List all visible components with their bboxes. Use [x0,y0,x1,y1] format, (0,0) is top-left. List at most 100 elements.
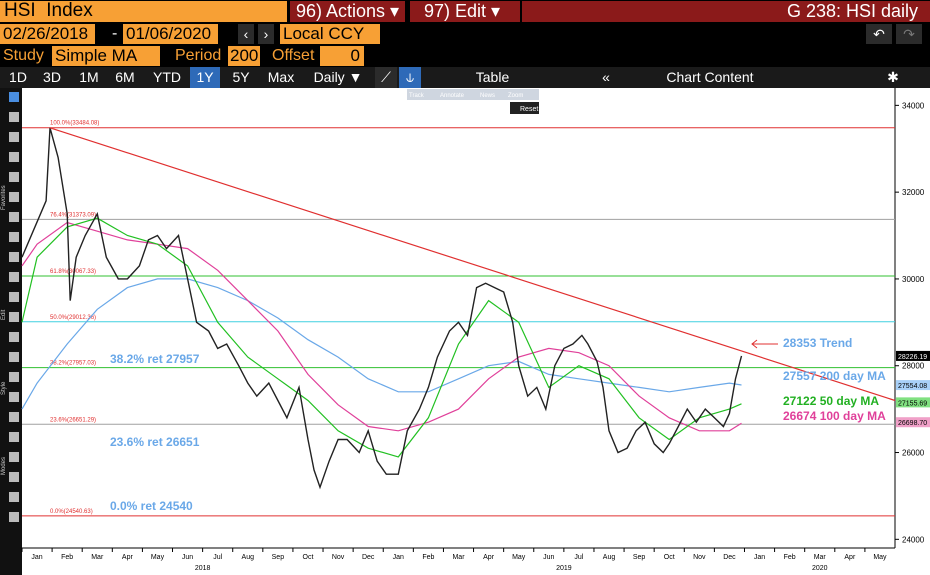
year-label: 2020 [812,565,828,572]
chart: Reset Track Annotate News Zoom Favorites Edit… [0,88,930,575]
side-tool-label: Modes [1,457,7,475]
tool-icon [9,432,19,442]
x-tick-label: Mar [452,554,465,561]
period-input[interactable]: 200 [228,46,260,66]
tool-icon [9,112,19,122]
y-tick-label: 26000 [902,449,925,458]
price-tag [896,380,930,391]
side-tool-label: Style [1,381,7,395]
y-tick-label: 30000 [902,275,925,284]
tool-icon [9,312,19,322]
x-tick-label: Aug [242,554,255,561]
x-tick-label: Mar [814,554,827,561]
range-button[interactable]: 1M [74,67,104,88]
prev-button[interactable]: ‹ [238,24,254,44]
series-line [21,127,743,490]
range-button[interactable]: 3D [37,67,67,88]
plot-area [22,88,895,548]
x-tick-label: Oct [664,554,675,561]
x-tick-label: Jun [182,554,193,561]
range-button[interactable]: 6M [110,67,140,88]
x-tick-label: May [151,554,165,561]
fib-label: 38.2%(27957.03) [50,361,96,367]
settings[interactable]: ✱ [880,67,906,88]
tool-icon [9,372,19,382]
price-tag [896,417,930,428]
annotation: 27122 50 day MA [783,394,879,408]
series-line [49,127,896,402]
edit-menu[interactable]: 97) Edit ▾ [410,1,520,22]
range-button[interactable]: Max [262,67,300,88]
fib-label: 76.4%(31373.09) [50,212,96,218]
chart-content[interactable]: Chart Content [640,67,780,88]
reset-button[interactable] [510,102,539,114]
x-tick-label: Jun [543,554,554,561]
series-line [21,221,742,432]
x-tick-label: Sep [633,554,646,561]
x-tick-label: May [512,554,526,561]
study-select[interactable]: Simple MA [52,46,160,66]
price-tag [896,350,930,361]
fib-label: 23.6%(26651.29) [50,417,96,423]
page-title: G 238: HSI daily [522,1,930,22]
overlay-tool: News [480,93,495,99]
end-date[interactable]: 01/06/2020 [123,24,218,44]
tool-icon [9,192,19,202]
bar-icon[interactable]: ⫝ [399,67,421,88]
ticker-class: Index [46,0,93,21]
period-label: Period [175,47,222,64]
x-tick-label: Jan [754,554,765,561]
offset-input[interactable]: 0 [320,46,364,66]
start-date[interactable]: 02/26/2018 [0,24,95,44]
line-icon[interactable]: ⟋ [375,67,397,88]
annotation: 26674 100 day MA [783,409,886,423]
offset-label: Offset [272,47,315,64]
tool-icon [9,352,19,362]
overlay-tool: Zoom [508,93,523,99]
tool-icon [9,232,19,242]
collapse[interactable]: « [595,67,617,88]
overlay-bar [407,89,539,100]
y-tick-label: 32000 [902,188,925,197]
tool-icon [9,132,19,142]
price-tag-label: 27554.08 [898,383,927,390]
price-tag-label: 27155.69 [898,400,927,407]
x-tick-label: Feb [422,554,434,561]
range-button[interactable]: YTD [148,67,186,88]
next-button[interactable]: › [258,24,274,44]
x-tick-label: Dec [362,554,375,561]
series-line [21,278,742,410]
ticker: HSI [4,0,36,21]
reset-label: Reset [520,106,538,113]
range-button[interactable]: 1Y [190,67,220,88]
date-dash: - [112,25,118,42]
frequency-select[interactable]: Daily ▼ [305,67,371,88]
redo[interactable]: ↷ [896,24,922,44]
table-button[interactable]: Table [460,67,525,88]
x-tick-label: Apr [483,554,495,561]
tool-icon [9,152,19,162]
fib-label: 50.0%(29012.36) [50,315,96,321]
y-tick-label: 34000 [902,101,925,110]
trend-arrow [751,339,778,349]
undo[interactable]: ↶ [866,24,892,44]
range-button[interactable]: 5Y [226,67,256,88]
fib-label: 100.0%(33484.08) [50,121,99,127]
price-tag-label: 26698.70 [898,420,927,427]
range-button[interactable]: 1D [3,67,33,88]
tool-icon [9,492,19,502]
x-tick-label: Feb [61,554,73,561]
ticker-box[interactable]: HSI Index [0,1,287,22]
x-tick-label: Mar [91,554,104,561]
actions-menu[interactable]: 96) Actions ▾ [290,1,405,22]
x-tick-label: May [873,554,887,561]
side-tool-label: Edit [1,309,7,320]
x-axis-area [22,548,895,575]
currency-select[interactable]: Local CCY [280,24,380,44]
tool-icon [9,452,19,462]
annotation: 27557 200 day MA [783,369,886,383]
x-tick-label: Jan [393,554,404,561]
x-tick-label: Apr [844,554,856,561]
annotation: 28353 Trend [783,336,852,350]
